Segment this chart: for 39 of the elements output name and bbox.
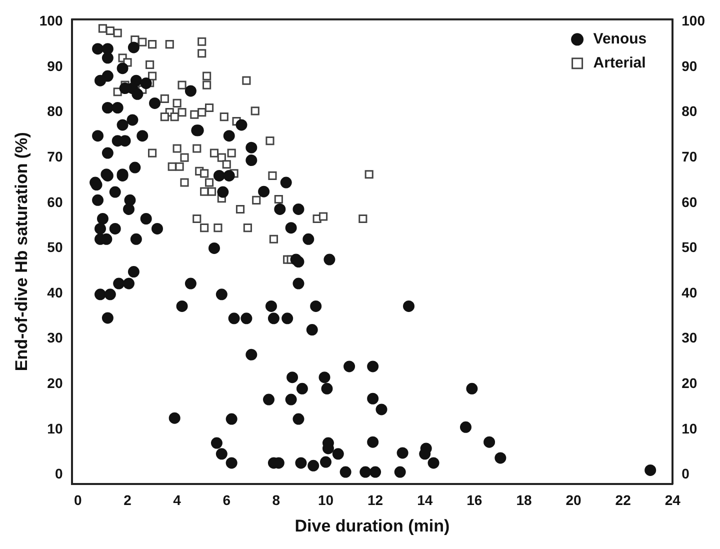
y-tick-label: 50 xyxy=(47,239,63,256)
y2-tick-label: 90 xyxy=(682,58,698,74)
x-tick-label: 4 xyxy=(173,492,182,508)
x-tick-label: 12 xyxy=(368,492,384,508)
y-tick-label: 10 xyxy=(47,420,63,436)
y-tick-label: 30 xyxy=(47,330,63,346)
y-tick-label: 20 xyxy=(47,374,63,391)
legend-label: Arterial xyxy=(593,54,646,72)
y-tick-label: 0 xyxy=(54,466,63,482)
y-tick-label: 70 xyxy=(47,148,63,164)
y-tick-label: 90 xyxy=(47,58,63,74)
x-tick-label: 14 xyxy=(417,492,433,508)
y-tick-label: 60 xyxy=(47,194,63,210)
y2-tick-label: 50 xyxy=(682,239,698,256)
y2-tick-label: 60 xyxy=(682,194,698,210)
legend-label: Venous xyxy=(593,30,647,48)
y2-tick-label: 20 xyxy=(682,374,698,391)
x-tick-label: 18 xyxy=(516,492,532,508)
x-tick-label: 0 xyxy=(74,492,82,508)
y2-tick-label: 80 xyxy=(682,103,698,120)
y2-tick-label: 40 xyxy=(682,284,698,300)
y2-tick-label: 30 xyxy=(682,330,698,346)
x-tick-label: 16 xyxy=(466,492,482,508)
x-tick-label: 24 xyxy=(664,492,681,508)
y-axis-title: End-of-dive Hb saturation (%) xyxy=(12,132,31,372)
x-tick-label: 22 xyxy=(615,492,632,508)
y2-tick-label: 10 xyxy=(682,420,698,436)
x-tick-label: 20 xyxy=(566,492,582,508)
y-tick-label: 40 xyxy=(47,284,63,300)
y-tick-label: 100 xyxy=(39,12,63,29)
x-tick-label: 6 xyxy=(222,492,231,508)
y2-tick-label: 70 xyxy=(682,148,698,164)
y2-tick-label: 0 xyxy=(682,466,690,482)
y2-tick-label: 100 xyxy=(682,12,706,29)
x-axis-title: Dive duration (min) xyxy=(294,516,450,536)
y-tick-label: 80 xyxy=(47,103,63,120)
x-tick-label: 8 xyxy=(272,492,280,508)
x-tick-label: 10 xyxy=(318,492,334,508)
x-tick-label: 2 xyxy=(124,492,132,508)
